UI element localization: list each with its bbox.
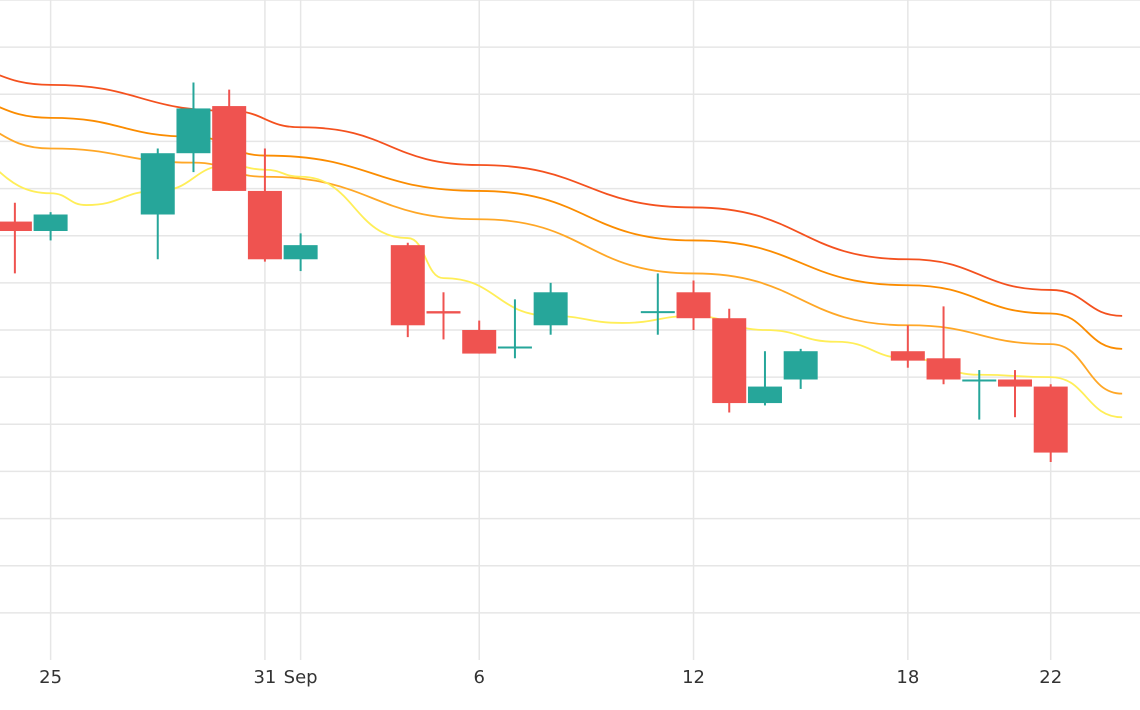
candle-body	[390, 245, 425, 326]
candle-body	[176, 108, 211, 154]
candle	[212, 89, 247, 191]
candle	[962, 370, 997, 420]
candle	[676, 280, 711, 330]
moving-average-line	[0, 132, 1123, 395]
candle	[283, 233, 318, 272]
x-tick-label: 25	[39, 667, 62, 688]
candle	[783, 348, 818, 389]
candle-body	[0, 221, 32, 231]
x-tick-label: 6	[473, 667, 484, 688]
candle-body	[712, 318, 747, 404]
candle	[390, 242, 425, 338]
candle	[926, 306, 961, 385]
x-tick-label: 12	[682, 667, 705, 688]
candle-body	[462, 330, 497, 354]
candle-body	[783, 351, 818, 380]
candle	[462, 320, 497, 354]
moving-average-line	[0, 74, 1123, 317]
candle-body	[926, 358, 961, 380]
candle-body	[33, 214, 68, 231]
candle	[533, 282, 568, 335]
candle-body	[747, 386, 782, 404]
candle	[747, 351, 782, 406]
candle-body	[212, 106, 247, 191]
candle	[247, 148, 282, 262]
candle-body	[426, 311, 461, 314]
candle-body	[640, 311, 675, 314]
candle	[640, 273, 675, 335]
candle-body	[1033, 386, 1068, 453]
candle-body	[890, 351, 925, 361]
moving-average-line	[0, 106, 1123, 350]
candle	[0, 202, 32, 274]
candle-body	[497, 346, 532, 349]
candle	[890, 325, 925, 368]
x-tick-label: 31	[253, 667, 276, 688]
candle	[176, 82, 211, 173]
candle-body	[997, 379, 1032, 387]
x-tick-label: Sep	[284, 667, 318, 688]
candles	[0, 82, 1068, 462]
x-axis-ticks: 25 31 Sep 6 12 18 22	[39, 667, 1062, 688]
candle-body	[962, 379, 997, 382]
candle	[1033, 384, 1068, 462]
candle	[426, 292, 461, 340]
candle	[497, 299, 532, 359]
x-tick-label: 22	[1039, 667, 1062, 688]
candle-body	[283, 245, 318, 260]
candle	[140, 148, 175, 260]
candle-body	[140, 153, 175, 215]
candle	[33, 212, 68, 241]
candle	[712, 308, 747, 413]
candle	[997, 370, 1032, 418]
candle-body	[676, 292, 711, 319]
grid-lines	[0, 0, 1140, 660]
x-tick-label: 18	[896, 667, 919, 688]
candle-body	[533, 292, 568, 326]
candle-body	[247, 190, 282, 260]
